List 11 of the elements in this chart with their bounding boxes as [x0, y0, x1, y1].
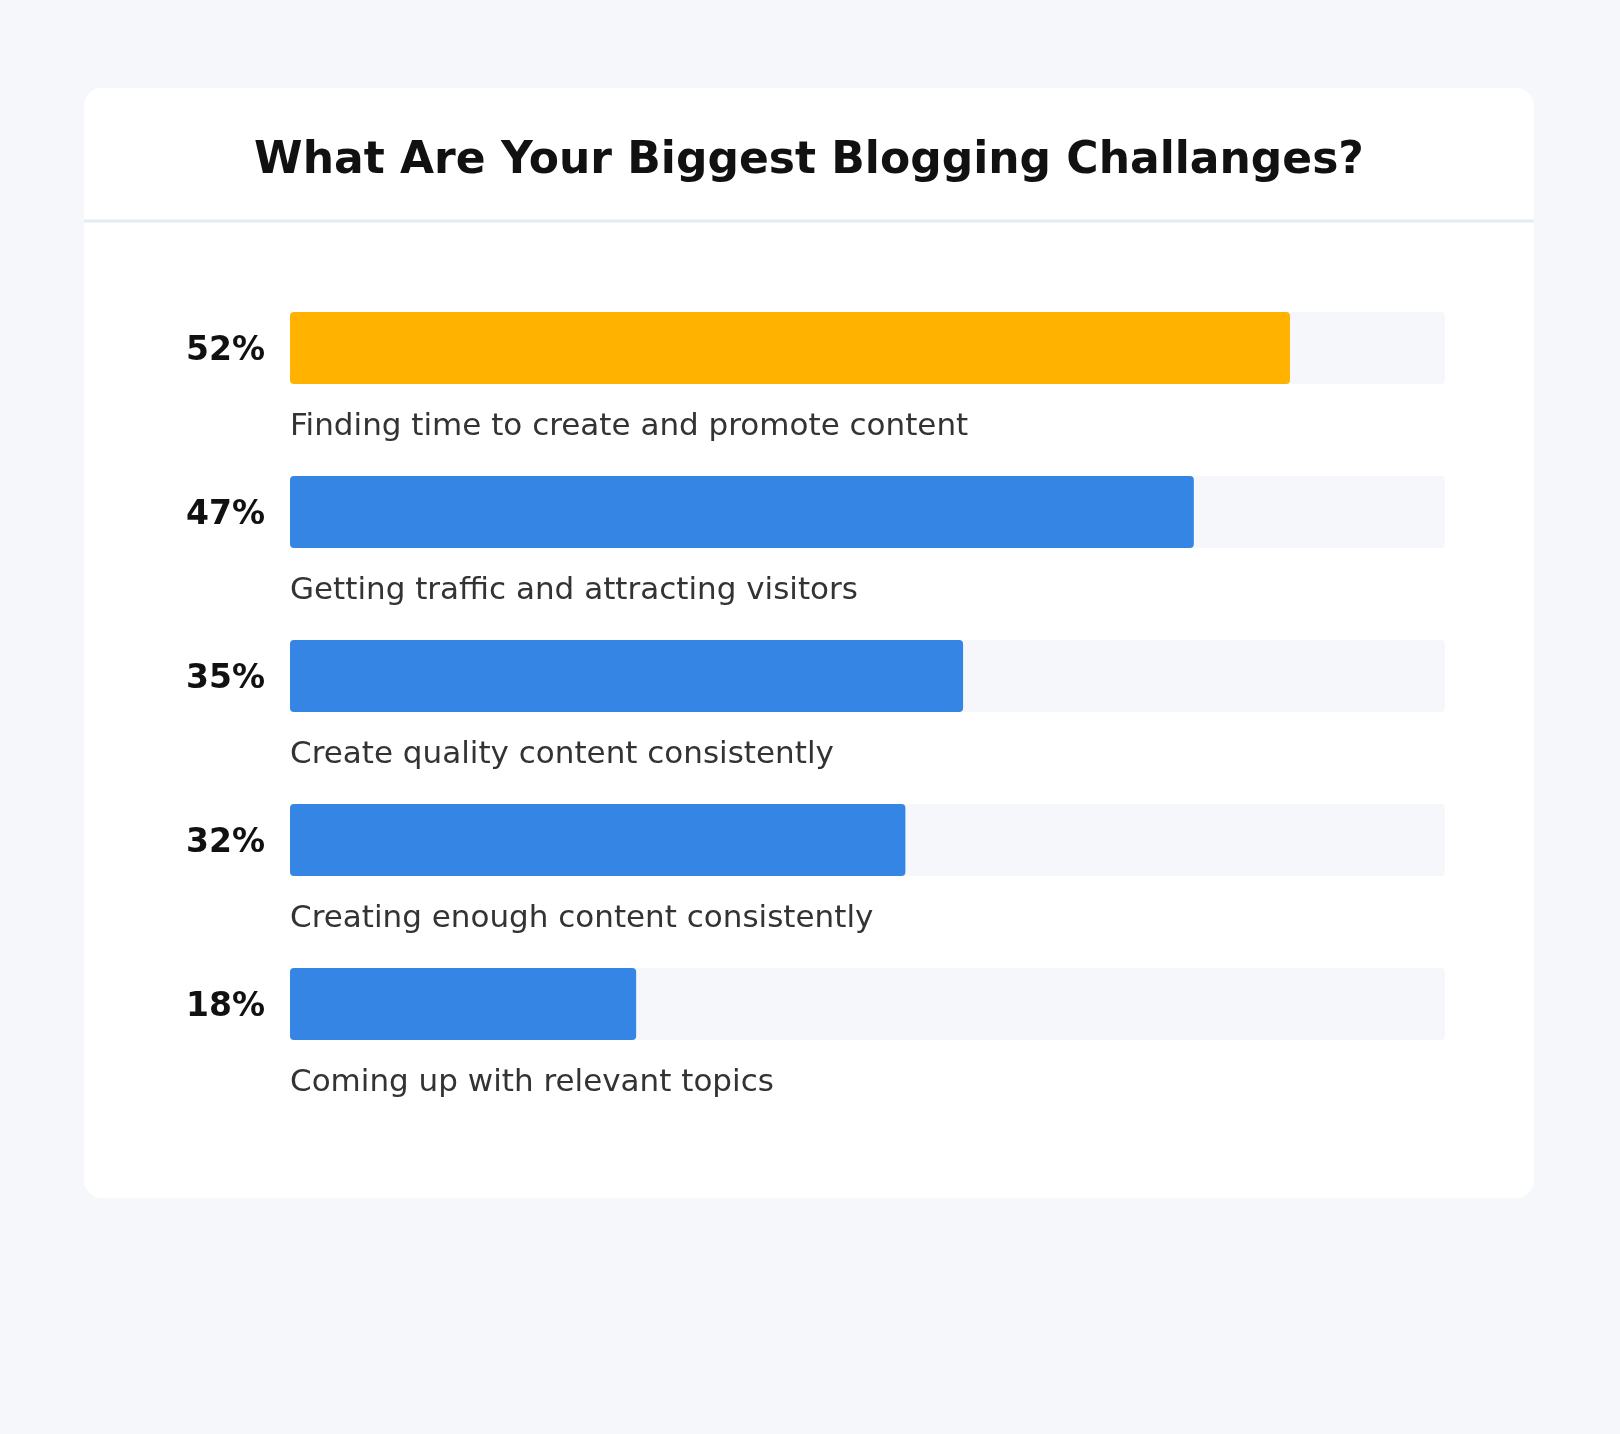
data-label: 32% — [186, 820, 265, 860]
y-tick-label: Create quality content consistently — [290, 733, 834, 770]
data-label: 47% — [186, 492, 265, 532]
y-tick-label: Creating enough content consistently — [290, 897, 874, 934]
data-label: 52% — [186, 328, 265, 368]
data-label: 35% — [186, 656, 265, 696]
y-tick-label: Getting traffic and attracting visitors — [290, 569, 858, 606]
y-tick-label: Finding time to create and promote content — [290, 405, 969, 442]
data-label: 18% — [186, 984, 265, 1024]
y-tick-label: Coming up with relevant topics — [290, 1061, 774, 1098]
chart-title: What Are Your Biggest Blogging Challanges? — [254, 132, 1364, 184]
